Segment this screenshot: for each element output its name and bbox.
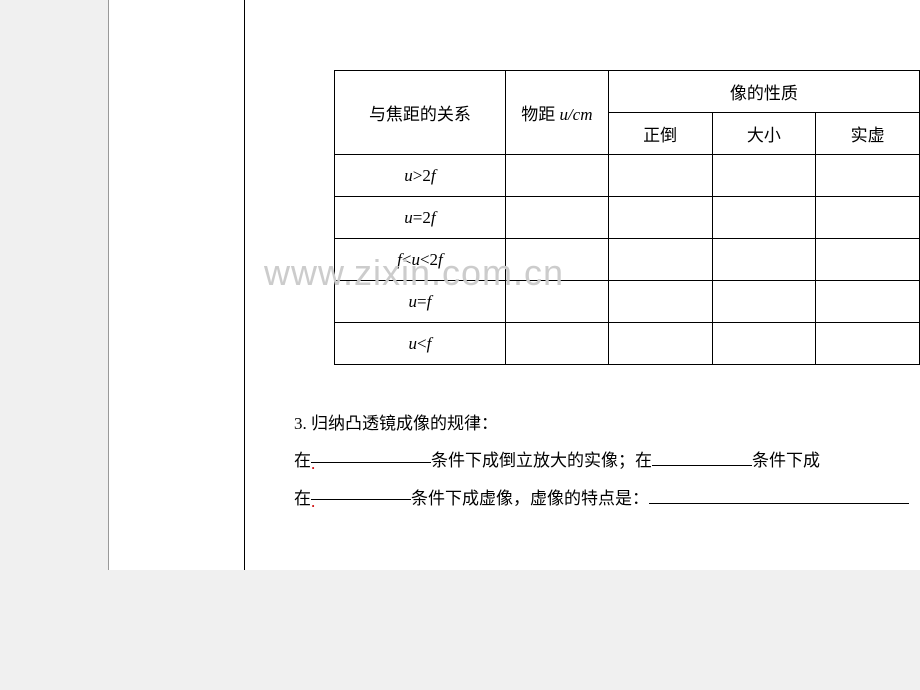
red-marker-icon: . <box>311 492 315 511</box>
cell-empty <box>505 197 608 239</box>
physics-table: 与焦距的关系 物距 u/cm 像的性质 正倒 大小 实虚 u>2f u=2f <box>334 70 920 365</box>
cell-empty <box>505 155 608 197</box>
subheader-orientation: 正倒 <box>608 113 712 155</box>
cell-relation: u<f <box>335 323 506 365</box>
red-marker-icon: . <box>311 454 315 473</box>
text-line-1: 3. 归纳凸透镜成像的规律： <box>294 405 909 442</box>
header-properties: 像的性质 <box>608 71 919 113</box>
cell-empty <box>816 155 920 197</box>
cell-empty <box>712 323 816 365</box>
blank-field: . <box>311 442 431 462</box>
cell-empty <box>608 281 712 323</box>
left-margin-rule <box>244 0 245 570</box>
cell-empty <box>505 281 608 323</box>
subheader-realvirtual: 实虚 <box>816 113 920 155</box>
text-line-3: 在.条件下成虚像，虚像的特点是： <box>294 480 909 517</box>
document-page: www.zixin.com.cn 与焦距的关系 物距 u/cm 像的性质 正倒 … <box>108 0 920 570</box>
cell-empty <box>608 239 712 281</box>
cell-empty <box>816 281 920 323</box>
cell-empty <box>816 323 920 365</box>
cell-empty <box>816 239 920 281</box>
table-row: u<f <box>335 323 920 365</box>
distance-unit: u/cm <box>559 105 592 124</box>
blank-field <box>652 446 752 466</box>
cell-empty <box>712 281 816 323</box>
cell-empty <box>712 197 816 239</box>
cell-relation: u>2f <box>335 155 506 197</box>
text-line-2: 在.条件下成倒立放大的实像；在条件下成 <box>294 442 909 479</box>
cell-empty <box>505 323 608 365</box>
table-row: u>2f <box>335 155 920 197</box>
table-header-row: 与焦距的关系 物距 u/cm 像的性质 <box>335 71 920 113</box>
cell-relation: u=f <box>335 281 506 323</box>
cell-empty <box>505 239 608 281</box>
cell-empty <box>712 239 816 281</box>
text-section: 3. 归纳凸透镜成像的规律： 在.条件下成倒立放大的实像；在条件下成 在.条件下… <box>294 405 909 517</box>
table-row: f<u<2f <box>335 239 920 281</box>
content-area: 与焦距的关系 物距 u/cm 像的性质 正倒 大小 实虚 u>2f u=2f <box>334 70 920 365</box>
blank-field: . <box>311 480 411 500</box>
blank-field <box>649 483 909 503</box>
cell-empty <box>608 155 712 197</box>
table-row: u=2f <box>335 197 920 239</box>
header-relation: 与焦距的关系 <box>335 71 506 155</box>
header-distance: 物距 u/cm <box>505 71 608 155</box>
table-row: u=f <box>335 281 920 323</box>
subheader-size: 大小 <box>712 113 816 155</box>
cell-empty <box>608 197 712 239</box>
cell-empty <box>816 197 920 239</box>
cell-empty <box>712 155 816 197</box>
cell-relation: u=2f <box>335 197 506 239</box>
cell-relation: f<u<2f <box>335 239 506 281</box>
cell-empty <box>608 323 712 365</box>
